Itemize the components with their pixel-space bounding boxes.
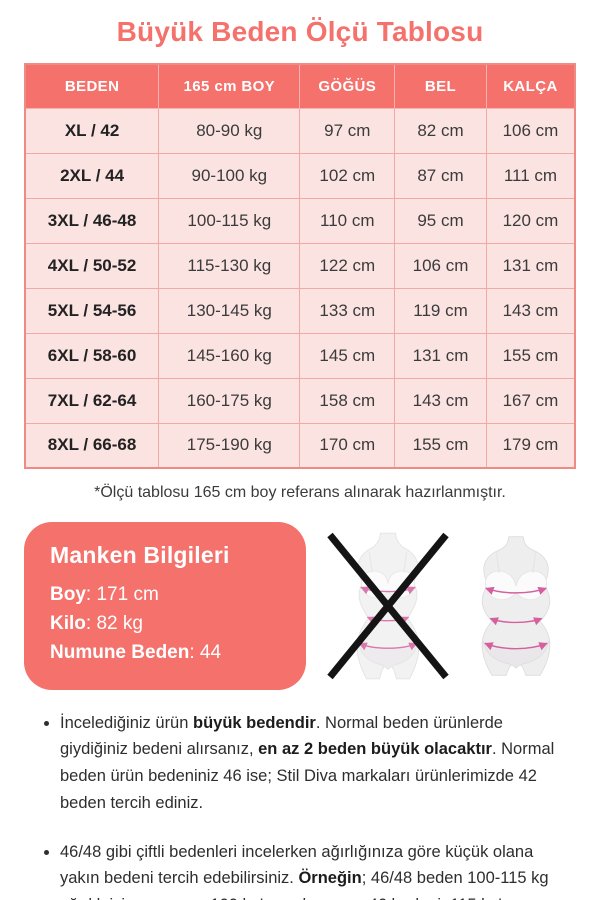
model-info-field: Kilo: 82 kg	[50, 612, 143, 634]
table-footnote: *Ölçü tablosu 165 cm boy referans alınar…	[94, 484, 506, 501]
measure-cell: 145-160 kg	[158, 332, 301, 379]
size-cell: 4XL / 50-52	[24, 242, 160, 289]
measure-cell: 80-90 kg	[158, 107, 301, 154]
plus-size-body-illustration	[481, 536, 551, 676]
size-cell: 8XL / 66-68	[24, 422, 160, 469]
body-figures	[327, 530, 572, 682]
measure-cell: 90-100 kg	[158, 152, 301, 199]
measure-cell: 133 cm	[299, 287, 396, 334]
measure-cell: 119 cm	[394, 287, 487, 334]
page-title: Büyük Beden Ölçü Tablosu	[116, 16, 484, 47]
measure-cell: 120 cm	[485, 197, 576, 244]
model-info-title: Manken Bilgileri	[50, 542, 230, 568]
column-header: KALÇA	[485, 63, 576, 109]
column-header: BEDEN	[24, 63, 160, 109]
model-info-fields: Boy: 171 cm Kilo: 82 kg Numune Beden: 44	[50, 581, 280, 668]
measure-cell: 143 cm	[485, 287, 576, 334]
column-header: GÖĞÜS	[299, 63, 396, 109]
table-row: 2XL / 44 90-100 kg 102 cm 87 cm 111 cm	[24, 152, 576, 199]
table-row: 8XL / 66-68 175-190 kg 170 cm 155 cm 179 cm	[24, 422, 576, 469]
measure-cell: 155 cm	[394, 422, 487, 469]
measure-cell: 95 cm	[394, 197, 487, 244]
measure-cell: 102 cm	[299, 152, 396, 199]
measure-cell: 158 cm	[299, 377, 396, 424]
measure-cell: 145 cm	[299, 332, 396, 379]
size-cell: 5XL / 54-56	[24, 287, 160, 334]
measure-cell: 82 cm	[394, 107, 487, 154]
model-info-card: Manken Bilgileri Boy: 171 cm Kilo: 82 kg N…	[24, 522, 306, 690]
measure-cell: 106 cm	[485, 107, 576, 154]
note-item: 46/48 gibi çiftli bedenleri incelerken a…	[60, 839, 574, 900]
table-row: 7XL / 62-64 160-175 kg 158 cm 143 cm 167 cm	[24, 377, 576, 424]
measure-cell: 100-115 kg	[158, 197, 301, 244]
measure-cell: 170 cm	[299, 422, 396, 469]
measure-cell: 97 cm	[299, 107, 396, 154]
measure-cell: 155 cm	[485, 332, 576, 379]
table-row: 5XL / 54-56 130-145 kg 133 cm 119 cm 143 cm	[24, 287, 576, 334]
correct-size-figure	[460, 530, 572, 682]
normal-body-illustration	[356, 532, 420, 680]
measure-cell: 122 cm	[299, 242, 396, 289]
model-info-field: Numune Beden: 44	[50, 641, 222, 663]
measure-cell: 115-130 kg	[158, 242, 301, 289]
notes-list: İncelediğiniz ürün büyük bedendir. Norma…	[26, 710, 574, 900]
measure-cell: 87 cm	[394, 152, 487, 199]
measure-cell: 106 cm	[394, 242, 487, 289]
size-cell: 3XL / 46-48	[24, 197, 160, 244]
size-cell: 6XL / 58-60	[24, 332, 160, 379]
size-cell: XL / 42	[24, 107, 160, 154]
table-row: 3XL / 46-48 100-115 kg 110 cm 95 cm 120 cm	[24, 197, 576, 244]
measure-cell: 130-145 kg	[158, 287, 301, 334]
column-header: BEL	[394, 63, 487, 109]
table-body: XL / 42 80-90 kg 97 cm 82 cm 106 cm 2XL / 44 9…	[24, 107, 576, 469]
size-chart-page: Büyük Beden Ölçü Tablosu BEDEN 165 cm BOY…	[0, 16, 600, 900]
table-row: 6XL / 58-60 145-160 kg 145 cm 131 cm 155 cm	[24, 332, 576, 379]
measure-cell: 143 cm	[394, 377, 487, 424]
table-row: 4XL / 50-52 115-130 kg 122 cm 106 cm 131 cm	[24, 242, 576, 289]
measure-cell: 179 cm	[485, 422, 576, 469]
model-info-field: Boy: 171 cm	[50, 584, 159, 605]
table-header-row: BEDEN 165 cm BOY GÖĞÜS BEL KALÇA	[24, 63, 576, 109]
note-item: İncelediğiniz ürün büyük bedendir. Norma…	[60, 710, 574, 817]
table-row: XL / 42 80-90 kg 97 cm 82 cm 106 cm	[24, 107, 576, 154]
measure-cell: 160-175 kg	[158, 377, 301, 424]
size-cell: 2XL / 44	[24, 152, 160, 199]
measure-cell: 167 cm	[485, 377, 576, 424]
measure-cell: 110 cm	[299, 197, 396, 244]
measure-cell: 131 cm	[394, 332, 487, 379]
model-info-section: Manken Bilgileri Boy: 171 cm Kilo: 82 kg N…	[24, 522, 576, 690]
column-header: 165 cm BOY	[158, 63, 301, 109]
measure-cell: 175-190 kg	[158, 422, 301, 469]
wrong-size-figure	[327, 530, 449, 682]
size-table: BEDEN 165 cm BOY GÖĞÜS BEL KALÇA XL / 42 80-9…	[24, 63, 576, 469]
size-cell: 7XL / 62-64	[24, 377, 160, 424]
measure-cell: 131 cm	[485, 242, 576, 289]
measure-cell: 111 cm	[485, 152, 576, 199]
